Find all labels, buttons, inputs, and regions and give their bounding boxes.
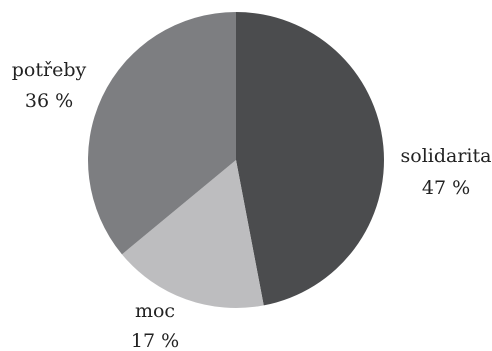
slice-label-potreby-name: potřeby [12, 59, 87, 81]
slice-label-potreby-value: 36 % [25, 90, 73, 112]
slice-label-moc-value: 17 % [131, 330, 179, 351]
pie-slices [87, 12, 385, 308]
slice-label-solidarita-name: solidarita [401, 145, 492, 167]
pie-slice-potreby [87, 12, 236, 255]
slice-label-solidarita-value: 47 % [422, 177, 470, 199]
pie-slice-solidarita [236, 12, 385, 306]
pie-slice-moc [121, 160, 264, 308]
slice-label-moc-name: moc [135, 300, 175, 322]
